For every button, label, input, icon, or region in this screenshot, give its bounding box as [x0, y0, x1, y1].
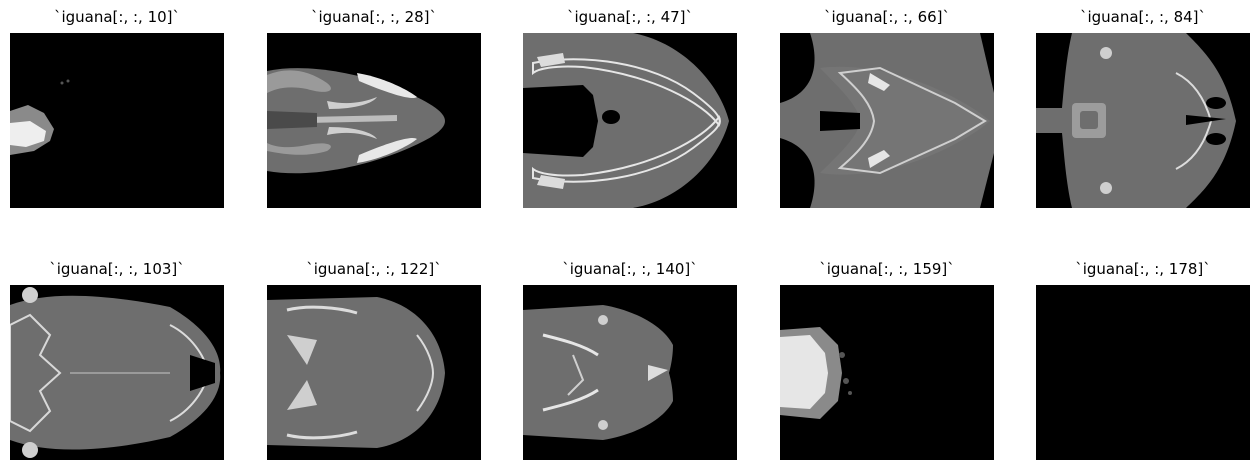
panel-title: `iguana[:, :, 28]`	[310, 8, 438, 26]
panel-title: `iguana[:, :, 10]`	[53, 8, 181, 26]
slice-image	[780, 33, 994, 208]
slice-image	[523, 285, 737, 460]
slice-image	[10, 33, 224, 208]
panel-title: `iguana[:, :, 47]`	[566, 8, 694, 26]
panel-title: `iguana[:, :, 122]`	[306, 260, 442, 278]
slice-image	[10, 285, 224, 460]
slice-image	[267, 285, 481, 460]
slice-image	[523, 33, 737, 208]
slice-image	[780, 285, 994, 460]
panel-title: `iguana[:, :, 66]`	[823, 8, 951, 26]
panel-title: `iguana[:, :, 159]`	[819, 260, 955, 278]
slice-image	[1036, 33, 1250, 208]
panel-title: `iguana[:, :, 103]`	[49, 260, 185, 278]
panel-title: `iguana[:, :, 84]`	[1079, 8, 1207, 26]
slice-image	[1036, 285, 1250, 460]
panel-title: `iguana[:, :, 178]`	[1075, 260, 1211, 278]
panel-title: `iguana[:, :, 140]`	[562, 260, 698, 278]
slice-image	[267, 33, 481, 208]
